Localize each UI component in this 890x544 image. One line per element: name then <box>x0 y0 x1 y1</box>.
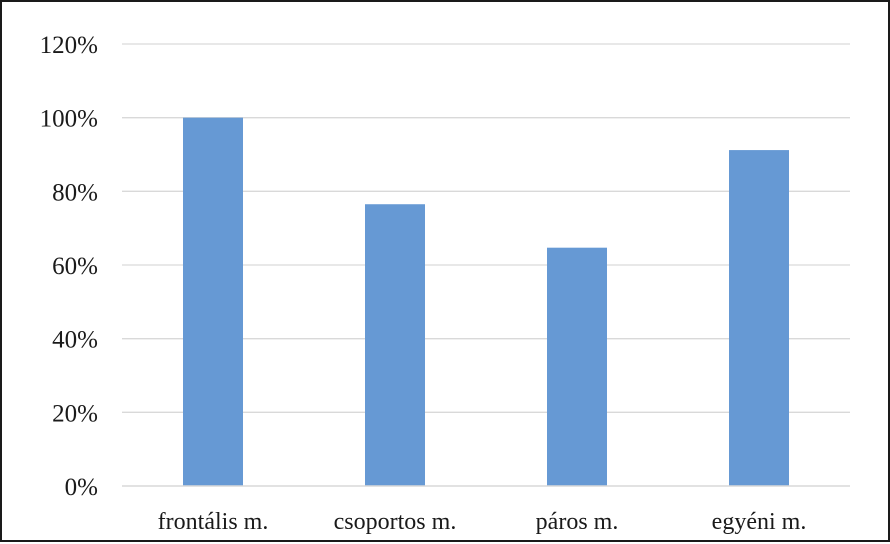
y-tick-label: 80% <box>52 179 98 206</box>
bar <box>729 150 789 486</box>
bar <box>183 117 243 487</box>
x-category-label: egyéni m. <box>712 509 807 535</box>
bar <box>547 247 607 486</box>
x-category-label: frontális m. <box>158 509 269 535</box>
x-category-label: csoportos m. <box>334 509 457 535</box>
bars <box>183 117 789 487</box>
x-category-label: páros m. <box>536 509 619 535</box>
bar <box>365 204 425 486</box>
y-tick-label: 40% <box>52 327 98 354</box>
y-tick-label: 100% <box>40 106 98 133</box>
y-tick-label: 60% <box>52 253 98 280</box>
y-axis-tick-labels: 0% 20% 40% 60% 80% 100% 120% <box>40 32 98 501</box>
y-tick-label: 120% <box>40 32 98 59</box>
y-tick-label: 20% <box>52 400 98 427</box>
x-axis-category-labels: frontális m. csoportos m. páros m. egyéni m… <box>158 509 807 535</box>
y-tick-label: 0% <box>65 474 98 501</box>
gridlines <box>122 43 850 413</box>
